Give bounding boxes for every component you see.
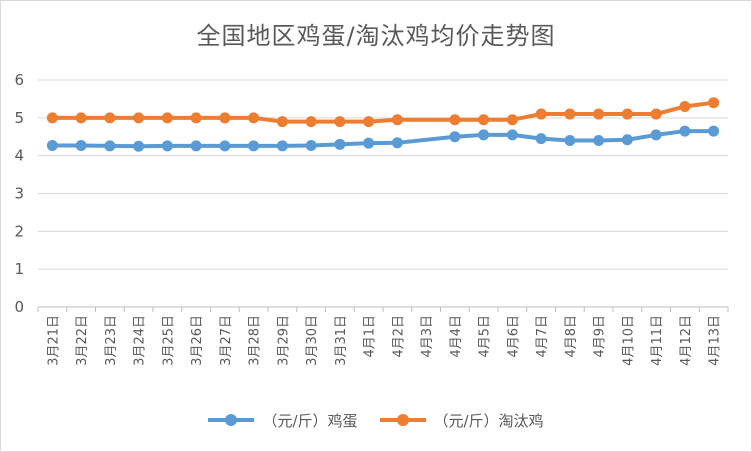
data-point <box>219 112 231 124</box>
data-point <box>363 137 375 149</box>
data-point <box>305 116 317 128</box>
x-tick-label: 3月28日 <box>248 315 263 366</box>
data-point <box>593 108 605 120</box>
data-point <box>478 114 490 126</box>
data-point <box>248 140 260 152</box>
data-point <box>190 140 202 152</box>
x-tick-label: 4月5日 <box>478 315 493 358</box>
data-point <box>75 112 87 124</box>
legend-item-egg: （元/斤）鸡蛋 <box>208 410 358 431</box>
data-point <box>391 114 403 126</box>
x-tick-label: 4月13日 <box>708 315 723 366</box>
data-point <box>46 112 58 124</box>
data-point <box>276 116 288 128</box>
data-point <box>190 112 202 124</box>
data-point <box>276 140 288 152</box>
x-tick-label: 4月10日 <box>621 315 636 366</box>
data-point <box>104 112 116 124</box>
x-tick-label: 3月27日 <box>219 315 234 366</box>
data-point <box>679 125 691 137</box>
data-point <box>391 137 403 149</box>
data-point <box>478 129 490 141</box>
y-tick-label: 5 <box>14 109 24 127</box>
data-point <box>133 140 145 152</box>
y-tick-label: 3 <box>14 185 24 203</box>
data-point <box>708 97 720 109</box>
y-tick-label: 2 <box>14 222 24 240</box>
data-point <box>621 134 633 146</box>
y-tick-label: 1 <box>14 260 24 278</box>
x-tick-label: 3月31日 <box>334 315 349 366</box>
legend-swatch-egg <box>208 414 255 426</box>
data-point <box>593 135 605 147</box>
data-point <box>248 112 260 124</box>
y-tick-label: 0 <box>14 298 24 316</box>
x-tick-label: 4月6日 <box>506 315 521 358</box>
data-point <box>535 133 547 145</box>
data-point <box>506 114 518 126</box>
x-tick-label: 4月11日 <box>650 315 665 366</box>
x-tick-label: 4月4日 <box>449 315 464 358</box>
data-point <box>535 108 547 120</box>
data-point <box>305 139 317 151</box>
data-point <box>650 108 662 120</box>
legend-label-egg: （元/斤）鸡蛋 <box>262 411 358 430</box>
legend-item-culled-hen: （元/斤）淘汰鸡 <box>379 410 544 431</box>
data-point <box>621 108 633 120</box>
x-tick-label: 3月30日 <box>305 315 320 366</box>
x-tick-label: 3月21日 <box>46 315 61 366</box>
data-point <box>334 116 346 128</box>
x-tick-label: 4月9日 <box>593 315 608 358</box>
x-tick-label: 4月8日 <box>564 315 579 358</box>
x-tick-label: 4月3日 <box>420 315 435 358</box>
data-point <box>161 140 173 152</box>
chart-legend: （元/斤）鸡蛋 （元/斤）淘汰鸡 <box>0 408 752 432</box>
x-tick-label: 4月1日 <box>363 315 378 358</box>
data-point <box>506 129 518 141</box>
x-tick-label: 3月24日 <box>133 315 148 366</box>
x-tick-label: 3月25日 <box>161 315 176 366</box>
x-tick-label: 3月23日 <box>104 315 119 366</box>
data-point <box>449 131 461 143</box>
data-point <box>564 108 576 120</box>
series-line-0 <box>50 129 716 149</box>
data-point <box>449 114 461 126</box>
data-point <box>363 116 375 128</box>
x-tick-label: 4月12日 <box>679 315 694 366</box>
y-tick-label: 4 <box>14 147 24 165</box>
data-point <box>161 112 173 124</box>
data-point <box>104 140 116 152</box>
data-point <box>75 139 87 151</box>
data-point <box>334 138 346 150</box>
data-point <box>133 112 145 124</box>
data-point <box>650 129 662 141</box>
data-point <box>219 140 231 152</box>
legend-swatch-culled-hen <box>379 414 426 426</box>
x-tick-label: 4月2日 <box>391 315 406 358</box>
data-point <box>708 125 720 137</box>
data-point <box>46 139 58 151</box>
x-tick-label: 3月26日 <box>190 315 205 366</box>
x-tick-label: 3月29日 <box>276 315 291 366</box>
x-tick-label: 4月7日 <box>535 315 550 358</box>
legend-label-culled-hen: （元/斤）淘汰鸡 <box>433 411 544 430</box>
data-point <box>679 100 691 112</box>
chart-title: 全国地区鸡蛋/淘汰鸡均价走势图 <box>196 22 556 50</box>
series-line-1 <box>50 100 716 124</box>
data-point <box>564 135 576 147</box>
x-tick-label: 3月22日 <box>75 315 90 366</box>
y-tick-label: 6 <box>14 71 24 89</box>
